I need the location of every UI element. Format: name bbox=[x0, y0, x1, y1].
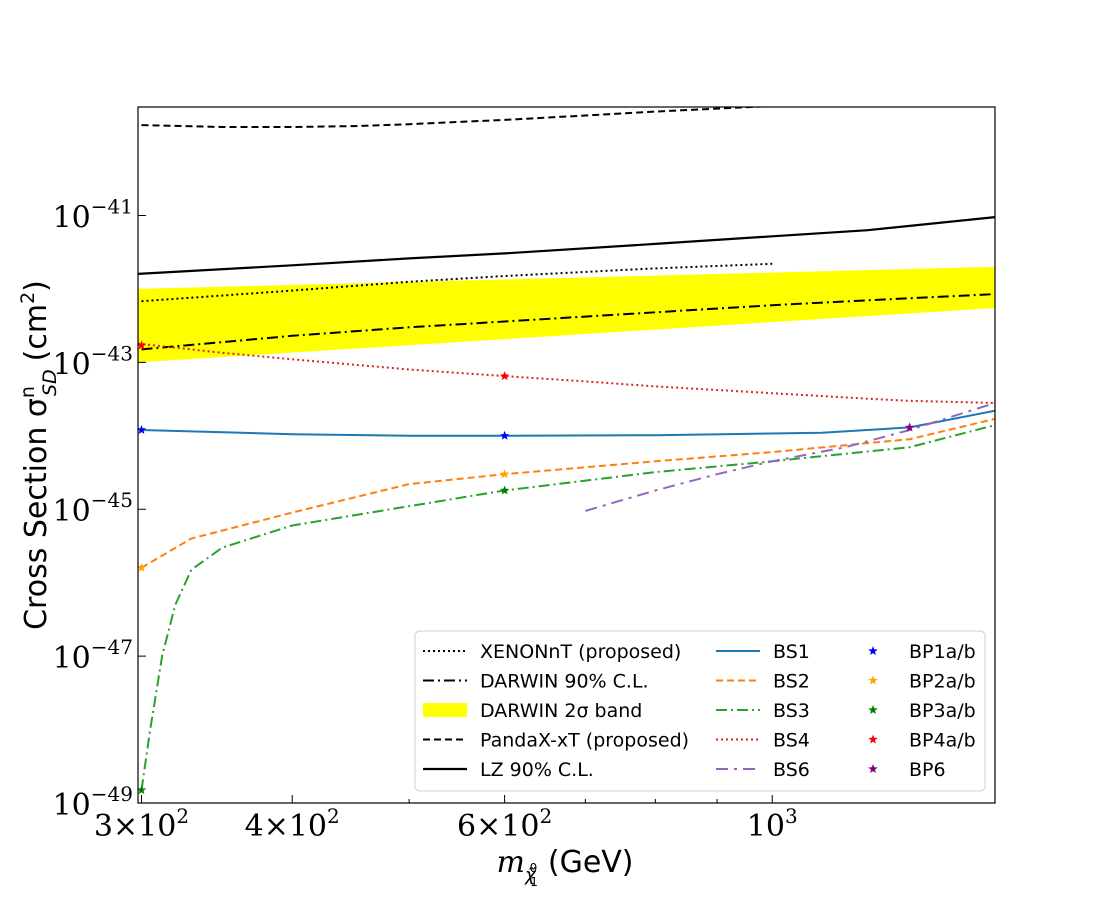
point-bp4a-b bbox=[138, 340, 147, 350]
x-tick-label: 103 bbox=[747, 804, 798, 844]
axis-ticks: 3×102 4×102 6×102 103 10−41 10−43 10−45 10−47 10… bbox=[53, 194, 798, 844]
y-tick-label: 10−49 bbox=[53, 782, 133, 823]
point-bp6 bbox=[904, 422, 915, 432]
series-bs6 bbox=[585, 402, 995, 512]
legend-marker-bp2a-b bbox=[868, 675, 878, 685]
legend-label-bs3: BS3 bbox=[773, 700, 810, 722]
plot-frame bbox=[137, 106, 996, 804]
point-bp2a-b bbox=[499, 469, 510, 479]
series-xenonnt-proposed bbox=[141, 262, 773, 303]
point-bp3a-b bbox=[138, 785, 147, 795]
point-bp3a-b bbox=[499, 485, 510, 495]
x-tick-label: 6×102 bbox=[457, 804, 552, 844]
series-lz-90-c-l bbox=[138, 216, 995, 275]
legend-label-bp1a-b: BP1a/b bbox=[909, 641, 976, 663]
y-tick-label: 10−41 bbox=[53, 194, 133, 235]
legend-label-bs1: BS1 bbox=[773, 641, 810, 663]
y-tick-label: 10−43 bbox=[53, 341, 133, 382]
legend-label-lz-90-c-l: LZ 90% C.L. bbox=[480, 759, 594, 781]
series-darwin-90-c-l bbox=[141, 293, 995, 351]
y-tick-label: 10−45 bbox=[53, 488, 133, 529]
legend-marker-bp1a-b bbox=[868, 646, 878, 655]
legend-label-darwin-2-band: DARWIN 2σ band bbox=[480, 700, 642, 722]
band-darwin-2-band bbox=[138, 266, 995, 363]
legend-label-xenonnt-proposed: XENONnT (proposed) bbox=[480, 641, 681, 663]
legend: XENONnT (proposed) DARWIN 90% C.L. DARWIN … bbox=[414, 630, 986, 792]
point-bp4a-b bbox=[499, 371, 510, 381]
legend-label-bs2: BS2 bbox=[773, 671, 810, 693]
y-tick-label: 10−47 bbox=[53, 635, 133, 676]
legend-marker-bp4a-b bbox=[868, 734, 878, 744]
legend-label-bs4: BS4 bbox=[773, 730, 810, 752]
legend-box bbox=[414, 630, 986, 792]
legend-label-bp4a-b: BP4a/b bbox=[909, 730, 976, 752]
legend-marker-bp3a-b bbox=[868, 705, 878, 714]
plot-area bbox=[138, 107, 995, 795]
legend-label-bp2a-b: BP2a/b bbox=[909, 671, 976, 693]
legend-label-bp6: BP6 bbox=[909, 759, 946, 781]
legend-label-bp3a-b: BP3a/b bbox=[909, 700, 976, 722]
legend-label-darwin-90-c-l: DARWIN 90% C.L. bbox=[480, 671, 649, 693]
x-tick-label: 3×102 bbox=[94, 804, 189, 844]
y-axis-label: Cross Section σnSD(cm2) bbox=[17, 280, 61, 630]
point-bp2a-b bbox=[138, 562, 147, 572]
series-pandax-xt-proposed bbox=[141, 107, 773, 128]
x-tick-label: 4×102 bbox=[245, 804, 340, 844]
legend-marker-bp6 bbox=[868, 764, 878, 773]
legend-label-bs6: BS6 bbox=[773, 759, 810, 781]
point-bp1a-b bbox=[499, 430, 510, 440]
legend-swatch-band bbox=[423, 703, 467, 717]
legend-label-pandax-xt-proposed: PandaX-xT (proposed) bbox=[480, 730, 689, 752]
x-axis-label: mχ̃0 1(GeV) bbox=[496, 845, 633, 889]
point-bp1a-b bbox=[138, 425, 147, 434]
series-bs1 bbox=[141, 409, 995, 437]
